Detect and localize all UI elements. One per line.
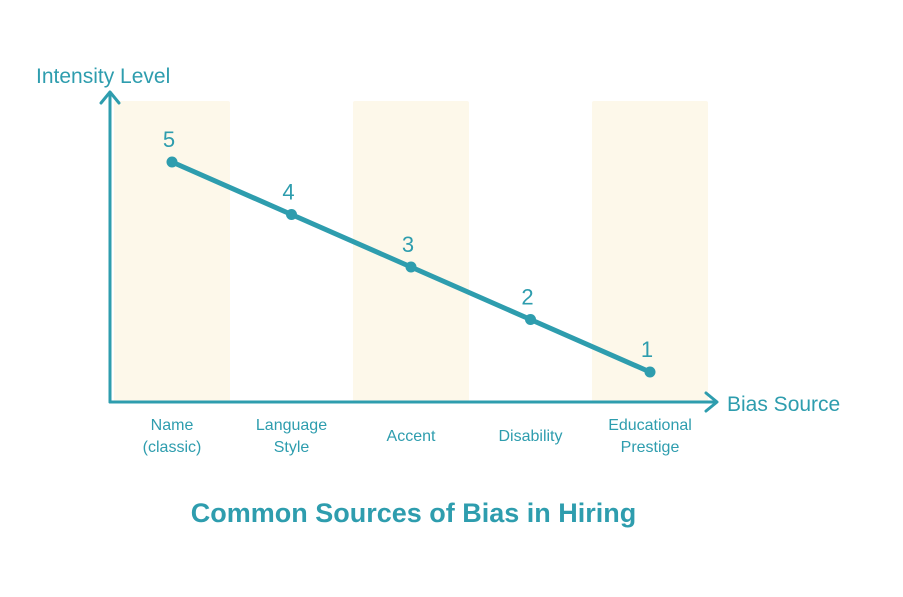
data-point [405,261,417,273]
category-label: Disability [498,428,562,445]
point-value-label: 5 [163,127,175,152]
chart-title: Common Sources of Bias in Hiring [190,498,637,528]
highlight-band [353,101,469,402]
highlight-band [592,101,708,402]
y-axis-label: Intensity Level [36,65,171,88]
data-point [644,366,656,378]
category-label: Language Style [256,417,327,456]
y-axis-arrow-icon [99,90,121,105]
point-value-label: 3 [402,232,414,257]
data-point [286,209,297,220]
category-label: Accent [387,428,436,445]
point-value-label: 1 [641,337,653,362]
category-label: Name (classic) [143,417,202,456]
data-point [166,156,178,168]
point-value-label: 4 [282,180,294,205]
x-axis-label: Bias Source [727,393,841,416]
x-axis-arrow-icon [704,391,719,413]
point-value-label: 2 [521,285,533,310]
category-label: Educational Prestige [608,417,692,456]
data-point [525,314,536,325]
